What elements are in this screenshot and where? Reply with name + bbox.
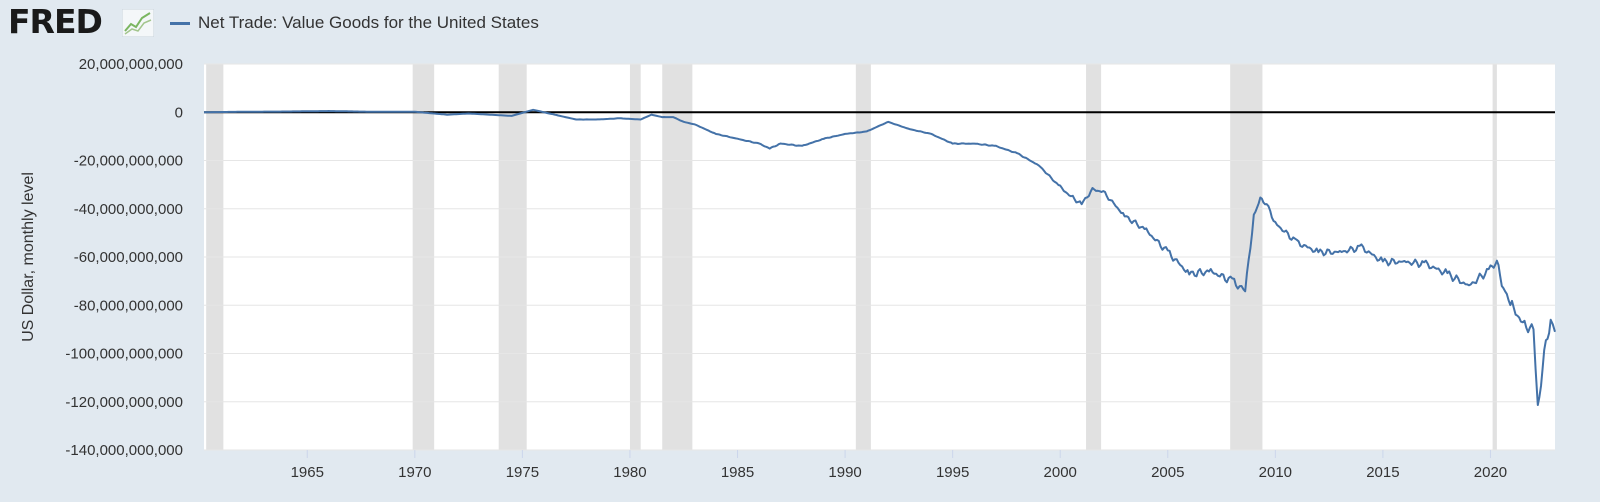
fred-logo[interactable]: FRED [8, 2, 103, 41]
chart-line-icon [122, 9, 154, 37]
legend-swatch [170, 21, 190, 25]
y-tick-label: -20,000,000,000 [74, 153, 183, 170]
x-tick-label: 2000 [1044, 464, 1077, 481]
x-tick-label: 2015 [1366, 464, 1399, 481]
y-axis-ticks: 20,000,000,000 0 -20,000,000,000 -40,000,00… [65, 56, 183, 459]
y-tick-label: 20,000,000,000 [79, 56, 183, 73]
y-tick-label: -60,000,000,000 [74, 249, 183, 266]
x-tick-label: 1975 [506, 464, 539, 481]
y-tick-label: -40,000,000,000 [74, 201, 183, 218]
y-tick-label: -100,000,000,000 [65, 346, 183, 363]
x-axis-ticks: 1965 1970 1975 1980 1985 1990 1995 2000 2005 2010… [291, 450, 1507, 481]
x-tick-label: 1965 [291, 464, 324, 481]
y-tick-label: -80,000,000,000 [74, 297, 183, 314]
legend-label: Net Trade: Value Goods for the United St… [198, 13, 539, 32]
x-tick-label: 1970 [398, 464, 431, 481]
y-tick-label: 0 [175, 104, 183, 121]
y-gridlines [204, 63, 1555, 451]
y-tick-label: -140,000,000,000 [65, 442, 183, 459]
x-tick-label: 2010 [1259, 464, 1292, 481]
x-tick-label: 1985 [721, 464, 754, 481]
y-axis-label: US Dollar, monthly level [20, 172, 37, 342]
x-tick-label: 2020 [1474, 464, 1507, 481]
x-tick-label: 1990 [828, 464, 861, 481]
chart-legend[interactable]: Net Trade: Value Goods for the United St… [170, 11, 539, 35]
y-tick-label: -120,000,000,000 [65, 394, 183, 411]
chart-header: FRED Net Trade: Value Goods for the Unit… [0, 0, 1600, 46]
x-tick-label: 1995 [936, 464, 969, 481]
series-line[interactable] [203, 108, 1556, 406]
x-tick-label: 1980 [613, 464, 646, 481]
x-tick-label: 2005 [1151, 464, 1184, 481]
